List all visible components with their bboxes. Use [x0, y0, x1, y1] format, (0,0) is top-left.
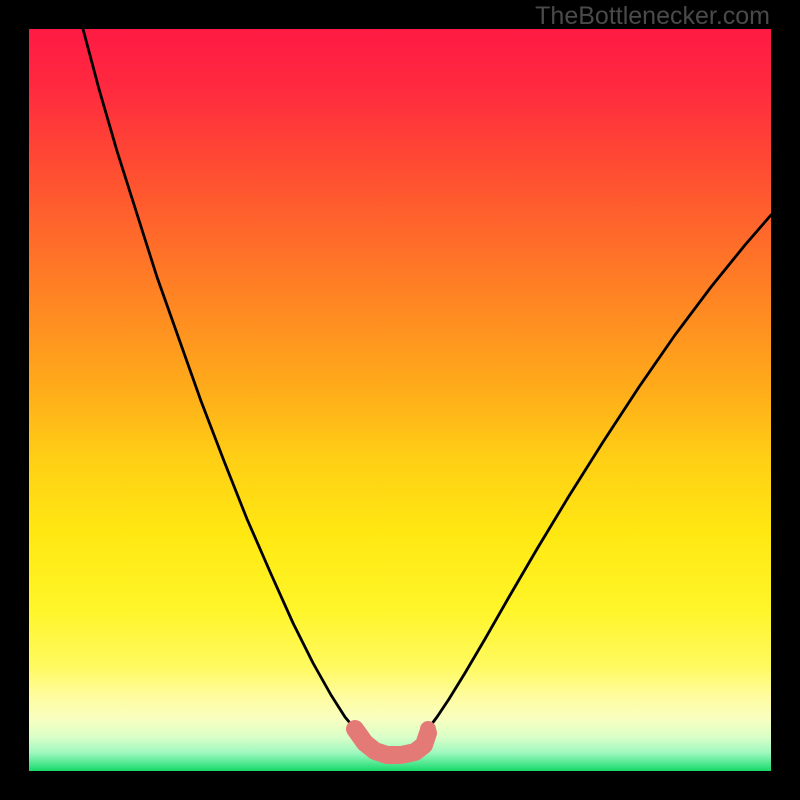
- valley-highlight: [355, 729, 428, 755]
- plot-area: [29, 29, 771, 771]
- curve-layer: [29, 29, 771, 771]
- chart-container: TheBottlenecker.com: [0, 0, 800, 800]
- valley-dot-right: [420, 721, 436, 737]
- bottleneck-curve-left: [83, 29, 355, 729]
- valley-dot-left: [347, 721, 363, 737]
- watermark-text: TheBottlenecker.com: [535, 2, 770, 31]
- bottleneck-curve-right: [428, 215, 771, 729]
